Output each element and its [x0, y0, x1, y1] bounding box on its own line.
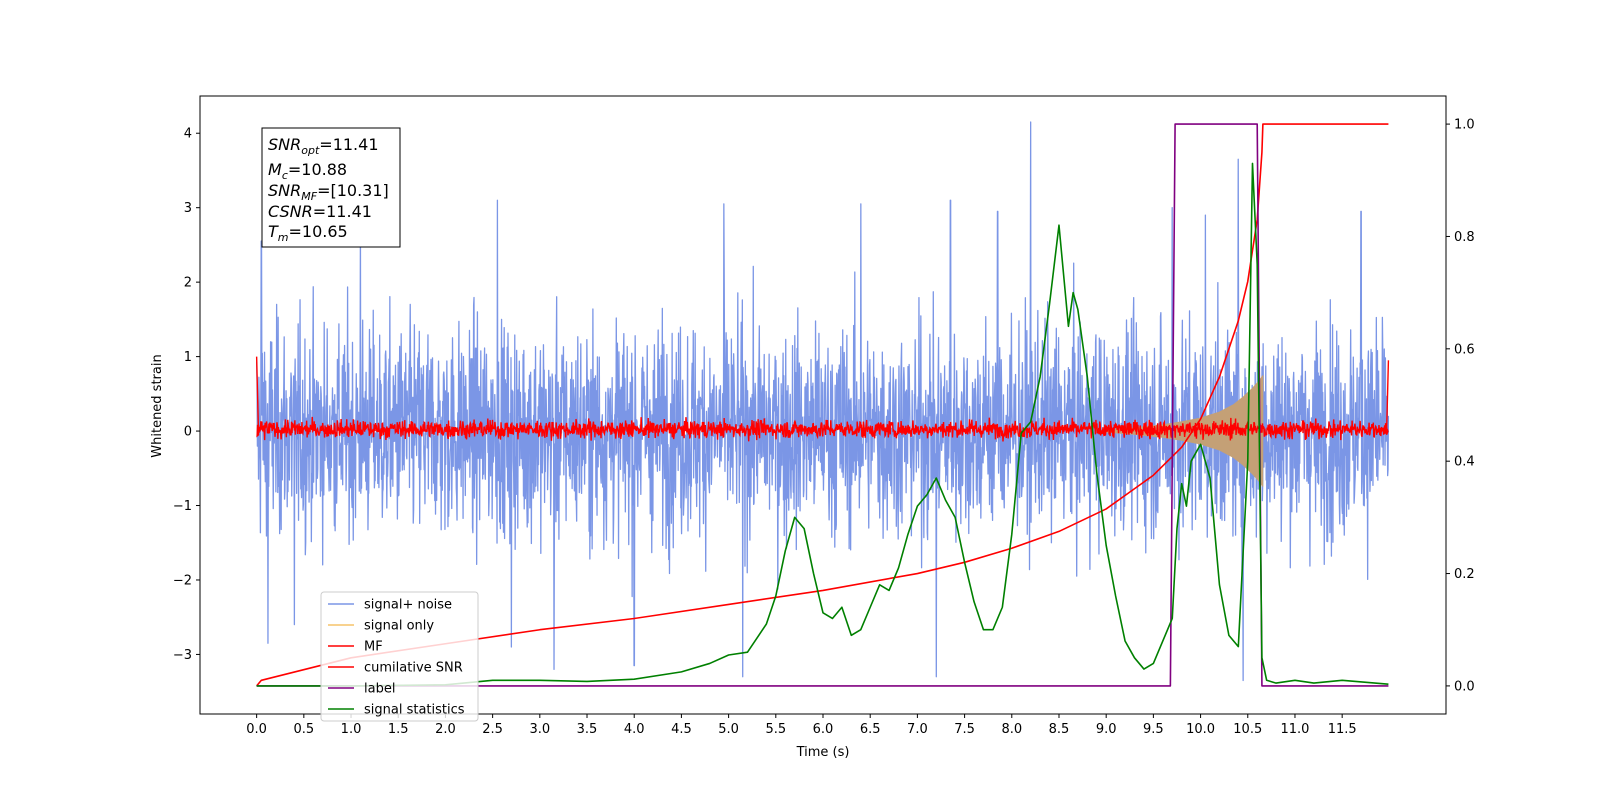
y-tick-label: −1	[173, 499, 192, 514]
y-tick-label: 4	[184, 127, 192, 142]
x-tick-label: 9.0	[1096, 722, 1117, 737]
y-right-tick-label: 0.0	[1454, 679, 1475, 694]
legend: signal+ noise signal only MF cumilative SNR…	[320, 591, 479, 722]
y-tick-label: −2	[173, 573, 192, 588]
annotation-box: SNRopt=11.41 Mc=10.88 SNRMF=[10.31] CSNR…	[261, 127, 401, 248]
legend-label: label	[364, 682, 395, 697]
annotation-csnr: CSNR=11.41	[268, 202, 372, 221]
x-axis-title: Time (s)	[796, 745, 850, 760]
legend-label: cumilative SNR	[364, 661, 463, 676]
legend-label: MF	[364, 640, 383, 655]
y-right-tick-label: 0.2	[1454, 567, 1475, 582]
x-tick-label: 9.5	[1143, 722, 1164, 737]
y-right-tick-label: 0.4	[1454, 455, 1475, 470]
y-tick-label: 2	[184, 276, 192, 291]
legend-label: signal only	[364, 619, 434, 634]
x-tick-label: 8.0	[1001, 722, 1022, 737]
x-tick-label: 8.5	[1049, 722, 1070, 737]
x-tick-label: 3.5	[577, 722, 598, 737]
x-tick-label: 11.0	[1280, 722, 1309, 737]
annotation-snr-opt: SNRopt=11.41	[268, 135, 379, 157]
plot-content	[255, 121, 1390, 687]
x-tick-label: 3.0	[529, 722, 550, 737]
annotation-tm: Tm=10.65	[268, 222, 348, 244]
legend-entries: signal+ noise signal only MF cumilative SNR…	[328, 598, 465, 718]
x-tick-label: 4.0	[624, 722, 645, 737]
annotation-mc: Mc=10.88	[268, 160, 347, 182]
legend-label: signal statistics	[364, 703, 465, 718]
series-label-line	[256, 123, 1389, 687]
x-axis: 0.0 0.5 1.0 1.5 2.0 2.5 3.0 3.5 4.0 4.5 5.0 5.5 6.0 6…	[246, 714, 1357, 737]
y-axis-title: Whitened strain	[150, 354, 165, 457]
x-tick-label: 5.5	[765, 722, 786, 737]
series-mf-line	[255, 356, 1390, 442]
x-tick-label: 4.5	[671, 722, 692, 737]
x-tick-label: 2.0	[435, 722, 456, 737]
x-tick-label: 6.0	[813, 722, 834, 737]
x-tick-label: 7.0	[907, 722, 928, 737]
x-tick-label: 11.5	[1328, 722, 1357, 737]
x-tick-label: 10.5	[1233, 722, 1262, 737]
y-tick-label: 3	[184, 201, 192, 216]
y-right-tick-label: 0.8	[1454, 230, 1475, 245]
y-axis-right: 0.0 0.2 0.4 0.6 0.8 1.0	[1446, 118, 1475, 694]
legend-label: signal+ noise	[364, 598, 452, 613]
x-tick-label: 1.0	[341, 722, 362, 737]
y-right-tick-label: 0.6	[1454, 342, 1475, 357]
y-tick-label: −3	[173, 648, 192, 663]
x-tick-label: 7.5	[954, 722, 975, 737]
annotation-frame	[261, 127, 401, 248]
x-tick-label: 1.5	[388, 722, 409, 737]
x-tick-label: 0.0	[246, 722, 267, 737]
legend-frame	[320, 591, 479, 722]
series-signal-statistics-line	[256, 162, 1389, 687]
y-right-tick-label: 1.0	[1454, 118, 1475, 133]
x-tick-label: 10.0	[1186, 722, 1215, 737]
y-tick-label: 0	[184, 425, 192, 440]
x-tick-label: 2.5	[482, 722, 503, 737]
y-tick-label: 1	[184, 350, 192, 365]
x-tick-label: 6.5	[860, 722, 881, 737]
x-tick-label: 5.0	[718, 722, 739, 737]
x-tick-label: 0.5	[293, 722, 314, 737]
annotation-snr-mf: SNRMF=[10.31]	[268, 181, 389, 203]
y-axis-left: −3 −2 −1 0 1 2 3 4	[173, 127, 200, 663]
